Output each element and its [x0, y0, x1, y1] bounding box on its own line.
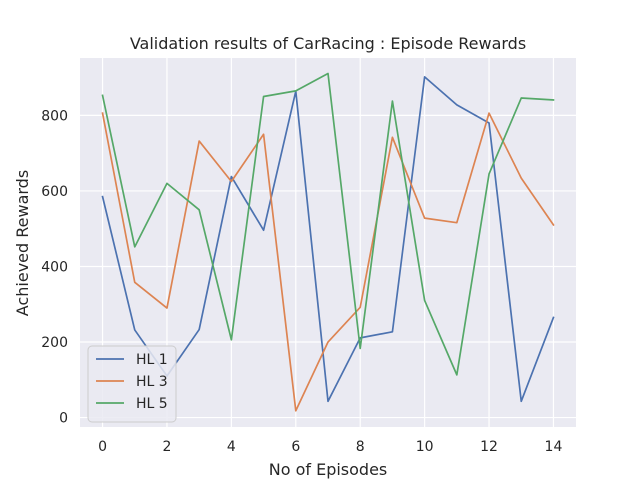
y-tick-label: 800 — [41, 108, 68, 124]
x-tick-label: 14 — [545, 439, 563, 455]
legend-label: HL 3 — [136, 374, 168, 390]
x-tick-label: 4 — [227, 439, 236, 455]
y-tick-label: 600 — [41, 184, 68, 200]
x-tick-label: 0 — [98, 439, 107, 455]
chart-title: Validation results of CarRacing : Episod… — [130, 34, 526, 53]
y-tick-label: 0 — [59, 411, 68, 427]
legend-label: HL 5 — [136, 396, 168, 412]
legend-label: HL 1 — [136, 352, 168, 368]
y-axis-label: Achieved Rewards — [13, 170, 32, 316]
x-tick-label: 2 — [163, 439, 172, 455]
x-tick-label: 12 — [480, 439, 498, 455]
legend: HL 1 HL 3 HL 5 — [88, 346, 176, 422]
x-tick-label: 8 — [356, 439, 365, 455]
y-tick-label: 200 — [41, 335, 68, 351]
x-tick-label: 10 — [416, 439, 434, 455]
x-tick-label: 6 — [291, 439, 300, 455]
x-axis-label: No of Episodes — [269, 460, 388, 479]
y-tick-label: 400 — [41, 259, 68, 275]
